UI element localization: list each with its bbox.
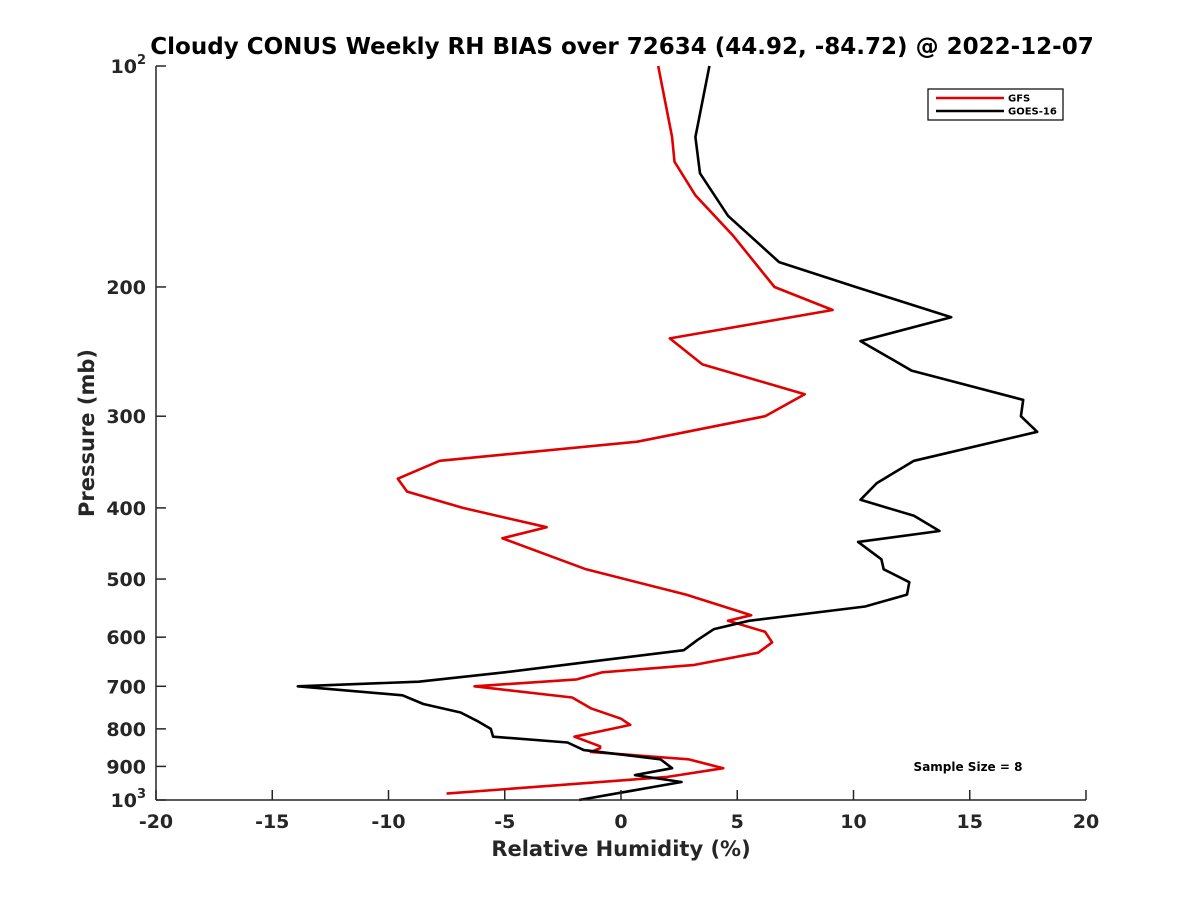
y-tick-label: 600 <box>106 627 146 649</box>
x-tick-label: -15 <box>255 811 289 833</box>
x-axis-label: Relative Humidity (%) <box>491 837 750 861</box>
x-tick-label: -20 <box>139 811 173 833</box>
y-tick-label: 103 <box>111 787 147 812</box>
y-tick-label: 102 <box>111 53 147 78</box>
plot-area <box>296 65 1039 802</box>
x-tick-label: 10 <box>840 811 866 833</box>
y-tick-label: 500 <box>106 569 146 591</box>
axes: -20 -15 -10 -5 0 5 10 15 20 102 200 300 400 500 600 700… <box>106 53 1099 833</box>
y-tick-label: 800 <box>106 719 146 741</box>
legend-box <box>927 88 1064 121</box>
y-axis-label: Pressure (mb) <box>75 349 99 517</box>
sample-size-annotation: Sample Size = 8 <box>914 760 1023 774</box>
legend-label: GOES-16 <box>1008 107 1057 118</box>
y-tick-label: 900 <box>106 756 146 778</box>
x-tick-label: 5 <box>731 811 744 833</box>
x-tick-label: -10 <box>371 811 405 833</box>
y-tick-label: 200 <box>106 277 146 299</box>
y-tick-label: 700 <box>106 676 146 698</box>
chart-title: Cloudy CONUS Weekly RH BIAS over 72634 (… <box>150 34 1093 60</box>
legend: GFS GOES-16 <box>927 88 1064 121</box>
x-tick-label: -5 <box>494 811 515 833</box>
y-tick-label: 400 <box>106 498 146 520</box>
legend-label: GFS <box>1008 94 1030 105</box>
series-line-goes-16 <box>296 65 1039 802</box>
x-tick-label: 15 <box>957 811 983 833</box>
x-tick-label: 0 <box>614 811 627 833</box>
series-line-gfs <box>396 65 834 795</box>
y-tick-label: 300 <box>106 406 146 428</box>
x-tick-label: 20 <box>1073 811 1099 833</box>
